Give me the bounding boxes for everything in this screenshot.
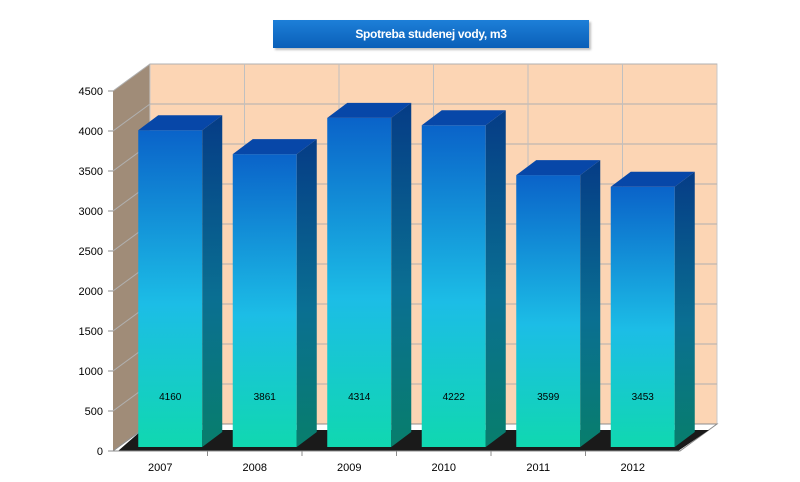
bar-side	[580, 160, 601, 447]
bar-side	[674, 171, 695, 447]
bar-side	[485, 110, 506, 448]
data-label: 4222	[443, 392, 466, 403]
bar	[610, 171, 695, 447]
data-labels: 4160 3861 4314 4222 3599 3453	[159, 392, 654, 403]
chart-title: Spotreba studenej vody, m3	[273, 20, 589, 48]
data-label: 4160	[159, 392, 182, 403]
y-tick-label: 3500	[79, 166, 103, 178]
bar	[232, 139, 317, 447]
bar-top	[138, 115, 223, 131]
y-tick-label: 500	[85, 406, 103, 418]
bar-top	[610, 171, 695, 187]
y-tick-label: 2500	[79, 246, 103, 258]
bar-front	[232, 154, 297, 447]
bar	[421, 110, 506, 448]
bar-front	[421, 125, 486, 448]
bar	[516, 160, 601, 447]
bar	[138, 115, 223, 447]
bar-side	[202, 115, 223, 447]
x-tick-label: 2009	[337, 462, 361, 474]
bar-top	[421, 110, 506, 126]
y-tick-label: 3000	[79, 206, 103, 218]
bar	[327, 102, 412, 447]
y-tick-label: 2000	[79, 286, 103, 298]
y-tick-label: 0	[97, 446, 103, 458]
x-tick-label: 2010	[432, 462, 456, 474]
x-tick-label: 2008	[243, 462, 267, 474]
bar-front	[138, 130, 203, 447]
x-tick-label: 2011	[526, 462, 550, 474]
bar-top	[516, 160, 601, 176]
y-tick-label: 4000	[79, 126, 103, 138]
data-label: 3453	[632, 392, 655, 403]
x-tick-label: 2007	[148, 462, 172, 474]
bar-side	[296, 139, 317, 447]
bar-front	[610, 186, 675, 447]
x-axis-ticks: 2007 2008 2009 2010 2011 2012	[148, 451, 645, 474]
y-tick-label: 1000	[79, 366, 103, 378]
bar-top	[232, 139, 317, 155]
y-axis-ticks: 0 500 1000 1500 2000 2500 3000 3500 4000 4500	[79, 86, 113, 458]
data-label: 3599	[537, 392, 560, 403]
bars-group	[138, 102, 695, 448]
bar-front	[327, 117, 392, 447]
x-tick-label: 2012	[621, 462, 645, 474]
data-label: 4314	[348, 392, 371, 403]
data-label: 3861	[254, 392, 277, 403]
bar-top	[327, 102, 412, 118]
y-tick-label: 4500	[79, 86, 103, 98]
y-tick-label: 1500	[79, 326, 103, 338]
bar-front	[516, 175, 581, 447]
bar-side	[391, 102, 412, 447]
